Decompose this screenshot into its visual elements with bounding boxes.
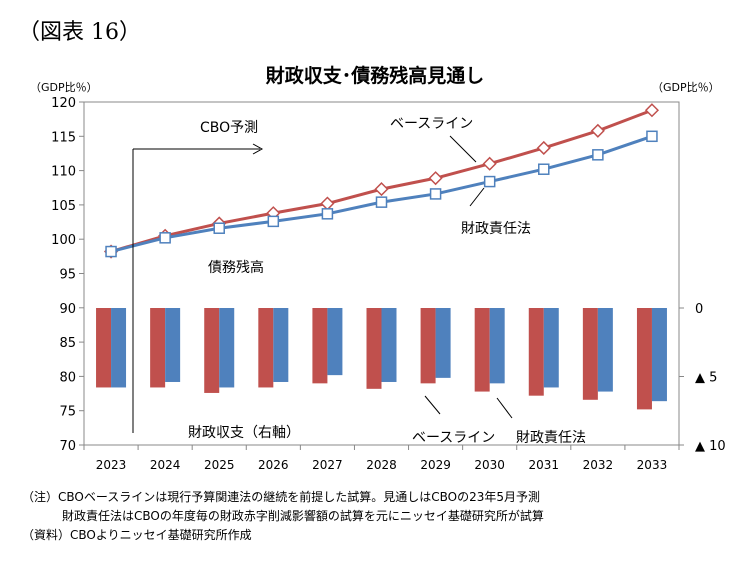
left-tick-label: 110 — [51, 165, 76, 180]
marker-fra — [321, 208, 334, 220]
annotation-bar-baseline: ベースライン — [412, 430, 495, 446]
bar-baseline — [420, 308, 436, 384]
bar-fra — [273, 308, 289, 382]
bar-fra — [327, 308, 343, 376]
marker-fra — [538, 163, 550, 175]
x-tick-label: 2032 — [583, 458, 614, 472]
bar-baseline — [150, 308, 166, 388]
x-tick-label: 2027 — [312, 458, 343, 472]
bar-baseline — [528, 308, 544, 396]
marker-baseline — [428, 171, 443, 186]
bar-baseline — [96, 308, 112, 388]
right-tick-label: ▲ 10 — [695, 439, 726, 454]
note-line-3: （資料）CBOよりニッセイ基礎研究所作成 — [22, 528, 252, 542]
annotation-debt: 債務残高 — [208, 259, 264, 276]
bar-fra — [165, 308, 181, 382]
x-tick-label: 2023 — [96, 458, 127, 472]
annotation-balance: 財政収支（右軸） — [188, 425, 300, 441]
note-line-1: （注）CBOベースラインは現行予算関連法の継続を前提した試算。見通しはCBOの2… — [22, 490, 540, 504]
right-axis-unit: （GDP比％） — [652, 81, 720, 94]
left-tick-label: 120 — [51, 96, 76, 111]
marker-baseline — [320, 196, 335, 211]
bar-fra — [435, 308, 451, 378]
x-tick-label: 2033 — [637, 458, 668, 472]
marker-fra — [646, 130, 658, 143]
x-tick-label: 2024 — [150, 458, 181, 472]
right-tick-label: 0 — [695, 302, 703, 317]
annotation-bar-fra: 財政責任法 — [516, 430, 586, 446]
note-line-2: 財政責任法はCBOの年度毎の財政赤字削減影響額の試算を元にニッセイ基礎研究所が試… — [62, 509, 544, 523]
left-tick-label: 80 — [59, 370, 76, 385]
bar-baseline — [366, 308, 382, 389]
marker-fra — [105, 245, 117, 258]
left-tick-label: 100 — [51, 233, 76, 248]
bar-baseline — [636, 308, 652, 410]
x-tick-label: 2031 — [528, 458, 559, 472]
figure-label: （図表 16） — [18, 20, 141, 45]
marker-fra — [267, 215, 280, 228]
bar-fra — [219, 308, 235, 388]
line-baseline — [110, 108, 653, 253]
bar-fra — [597, 308, 613, 392]
marker-baseline — [590, 123, 605, 138]
bar-fra — [543, 308, 559, 388]
left-axis-unit: （GDP比％） — [30, 81, 98, 94]
bar-fra — [489, 308, 505, 384]
marker-fra — [159, 232, 171, 244]
left-tick-label: 70 — [59, 439, 76, 454]
bar-baseline — [474, 308, 490, 392]
bar-baseline — [312, 308, 328, 384]
marker-fra — [592, 149, 604, 161]
x-tick-label: 2025 — [204, 458, 235, 472]
annotation-line-fra: 財政責任法 — [461, 221, 531, 237]
bar-fra — [651, 308, 667, 402]
x-tick-label: 2030 — [474, 458, 505, 472]
marker-fra — [483, 175, 496, 188]
notes: （注）CBOベースラインは現行予算関連法の継続を前提した試算。見通しはCBOの2… — [22, 488, 544, 545]
x-tick-label: 2028 — [366, 458, 397, 472]
marker-fra — [429, 188, 442, 200]
annotation-line-baseline: ベースライン — [390, 116, 473, 132]
bar-baseline — [582, 308, 598, 400]
bar-fra — [381, 308, 397, 382]
bar-fra — [111, 308, 127, 388]
annotation-cbo-forecast: CBO予測 — [200, 120, 258, 136]
left-tick-label: 105 — [51, 199, 76, 214]
left-tick-label: 90 — [59, 302, 76, 317]
bar-baseline — [204, 308, 220, 393]
right-tick-label: ▲ 5 — [695, 371, 717, 386]
callout-line-baseline — [449, 135, 477, 163]
marker-baseline — [374, 182, 389, 197]
x-tick-label: 2029 — [420, 458, 451, 472]
chart: 財政収支･債務残高見通し （GDP比％） （GDP比％） 120 115 110 105 10… — [30, 64, 726, 472]
bar-baseline — [258, 308, 274, 388]
left-tick-label: 115 — [51, 130, 76, 145]
marker-baseline — [644, 103, 660, 118]
marker-fra — [213, 222, 225, 234]
x-tick-label: 2026 — [258, 458, 289, 472]
marker-baseline — [536, 140, 551, 156]
callout-bar-fra — [496, 397, 513, 419]
callout-line-fra — [469, 187, 485, 207]
marker-fra — [375, 196, 388, 208]
marker-baseline — [482, 156, 497, 171]
chart-title: 財政収支･債務残高見通し — [266, 64, 485, 87]
left-tick-label: 95 — [59, 268, 76, 283]
callout-bar-baseline — [424, 395, 441, 415]
left-tick-label: 85 — [59, 336, 76, 351]
left-tick-label: 75 — [59, 405, 76, 420]
forecast-arrow-head — [252, 143, 264, 155]
